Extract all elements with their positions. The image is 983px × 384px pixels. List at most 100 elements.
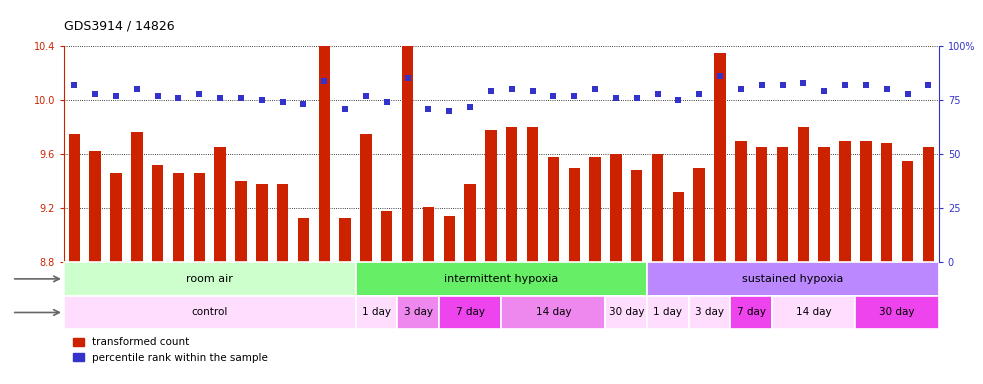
Point <box>483 88 498 94</box>
Bar <box>819 147 830 262</box>
Bar <box>672 192 684 262</box>
Text: intermittent hypoxia: intermittent hypoxia <box>444 274 558 284</box>
Bar <box>89 151 101 262</box>
Text: sustained hypoxia: sustained hypoxia <box>742 274 843 284</box>
Text: 1 day: 1 day <box>362 308 391 318</box>
Point <box>254 97 269 103</box>
Bar <box>548 157 559 262</box>
Point <box>67 82 83 88</box>
Point <box>608 95 624 101</box>
Text: 30 day: 30 day <box>608 308 644 318</box>
Point <box>691 91 707 97</box>
Point <box>274 99 290 105</box>
Bar <box>423 207 434 262</box>
Bar <box>860 141 872 262</box>
Point <box>795 80 811 86</box>
Point <box>712 73 727 79</box>
Text: 30 day: 30 day <box>880 308 915 318</box>
Point <box>566 93 582 99</box>
Bar <box>235 181 247 262</box>
Point <box>899 91 915 97</box>
Point <box>879 86 895 92</box>
Point <box>129 86 145 92</box>
Bar <box>402 26 413 262</box>
Point <box>358 93 374 99</box>
Bar <box>438 296 501 329</box>
Bar <box>506 127 517 262</box>
Point <box>108 93 124 99</box>
Bar <box>277 184 288 262</box>
Bar <box>647 296 689 329</box>
Point <box>733 86 749 92</box>
Point <box>149 93 165 99</box>
Text: 3 day: 3 day <box>403 308 433 318</box>
Bar <box>360 134 372 262</box>
Bar <box>173 173 184 262</box>
Point <box>816 88 832 94</box>
Bar <box>131 132 143 262</box>
Point <box>233 95 249 101</box>
Bar <box>152 165 163 262</box>
Bar <box>631 170 643 262</box>
Point <box>504 86 520 92</box>
Bar <box>647 262 939 296</box>
Bar <box>356 296 397 329</box>
Text: 14 day: 14 day <box>536 308 571 318</box>
Bar <box>527 127 539 262</box>
Bar <box>501 296 606 329</box>
Bar <box>590 157 601 262</box>
Bar <box>568 167 580 262</box>
Point <box>171 95 187 101</box>
Text: 7 day: 7 day <box>455 308 485 318</box>
Point <box>546 93 561 99</box>
Point <box>296 101 312 108</box>
Point <box>775 82 790 88</box>
Bar <box>901 161 913 262</box>
Text: 14 day: 14 day <box>796 308 832 318</box>
Bar <box>730 296 772 329</box>
Point <box>754 82 770 88</box>
Bar <box>69 134 80 262</box>
Point <box>838 82 853 88</box>
Text: 1 day: 1 day <box>654 308 682 318</box>
Point <box>441 108 457 114</box>
Bar <box>923 147 934 262</box>
Point <box>337 106 353 112</box>
Bar <box>777 147 788 262</box>
Text: control: control <box>192 308 228 318</box>
Bar <box>693 167 705 262</box>
Bar <box>214 147 226 262</box>
Bar <box>381 211 392 262</box>
Text: GDS3914 / 14826: GDS3914 / 14826 <box>64 20 175 33</box>
Bar <box>839 141 850 262</box>
Point <box>525 88 541 94</box>
Point <box>650 91 665 97</box>
Bar <box>194 173 205 262</box>
Bar <box>298 217 310 262</box>
Point <box>462 104 478 110</box>
Bar <box>797 127 809 262</box>
Bar <box>397 296 438 329</box>
Point <box>858 82 874 88</box>
Bar <box>464 184 476 262</box>
Bar <box>735 141 747 262</box>
Point <box>587 86 603 92</box>
Bar <box>64 296 356 329</box>
Bar <box>606 296 647 329</box>
Bar <box>689 296 730 329</box>
Bar <box>881 143 893 262</box>
Point <box>317 78 332 84</box>
Point <box>400 75 416 81</box>
Point <box>421 106 436 112</box>
Point <box>87 91 103 97</box>
Point <box>212 95 228 101</box>
Point <box>378 99 394 105</box>
Bar <box>772 296 855 329</box>
Point <box>670 97 686 103</box>
Text: 3 day: 3 day <box>695 308 724 318</box>
Bar <box>256 184 267 262</box>
Bar <box>110 173 122 262</box>
Point <box>629 95 645 101</box>
Bar <box>64 262 356 296</box>
Legend: transformed count, percentile rank within the sample: transformed count, percentile rank withi… <box>69 333 272 367</box>
